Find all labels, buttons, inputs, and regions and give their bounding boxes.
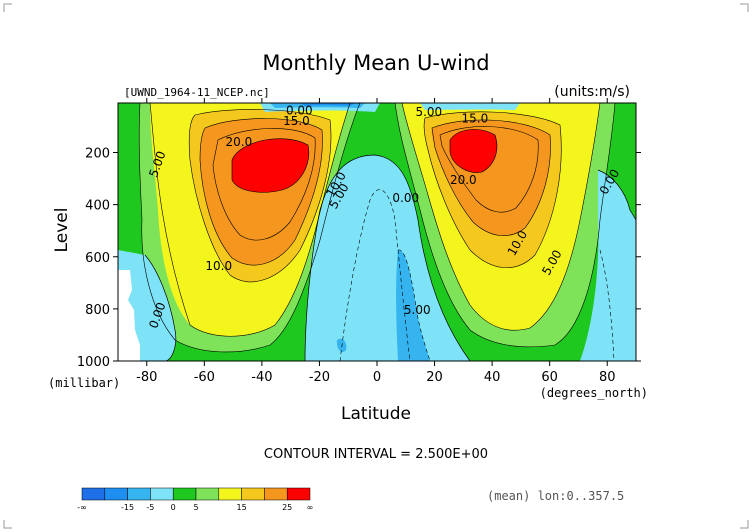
contour-label: 15.0 bbox=[461, 112, 488, 126]
x-tick-label: 0 bbox=[373, 370, 381, 385]
colorbar: -∞ -15 -5 0 5 15 25 ∞ bbox=[77, 487, 314, 512]
x-tick-label: 80 bbox=[599, 370, 616, 385]
contour-label: 5.00 bbox=[404, 303, 431, 317]
x-tick-label: -20 bbox=[309, 370, 330, 385]
contour-label: 15.0 bbox=[283, 114, 310, 128]
contour-interval-text: CONTOUR INTERVAL = 2.500E+00 bbox=[264, 447, 488, 462]
contour-label: 20.0 bbox=[226, 135, 253, 149]
contour-label: 0.00 bbox=[392, 191, 419, 205]
colorbar-label: -15 bbox=[121, 503, 134, 512]
colorbar-label: 0 bbox=[171, 503, 176, 512]
easterly-band-neg5 bbox=[300, 103, 355, 106]
y-tick-label: 1000 bbox=[77, 355, 110, 370]
x-tick-label: 20 bbox=[426, 370, 443, 385]
colorbar-label: -∞ bbox=[77, 503, 87, 512]
colorbar-label: 5 bbox=[193, 503, 198, 512]
colorbar-label: 25 bbox=[282, 503, 292, 512]
chart-title: Monthly Mean U-wind bbox=[262, 51, 489, 75]
colorbar-label: 15 bbox=[237, 503, 247, 512]
y-tick-label: 600 bbox=[85, 251, 110, 266]
x-tick-label: -60 bbox=[194, 370, 215, 385]
easterly-band-0 bbox=[305, 155, 470, 361]
colorbar-label: -5 bbox=[146, 503, 154, 512]
x-tick-label: -80 bbox=[136, 370, 157, 385]
colorbar-swatch bbox=[172, 487, 197, 501]
easterly-band-neg5 bbox=[396, 249, 430, 361]
y-tick-label: 200 bbox=[85, 147, 110, 162]
y-tick-label: 800 bbox=[85, 303, 110, 318]
colorbar-swatch bbox=[286, 487, 311, 501]
x-axis-units: (degrees_north) bbox=[540, 386, 648, 400]
x-axis: -80 -60 -40 -20 0 20 40 60 80 bbox=[136, 98, 615, 385]
contour-label: 0.00 bbox=[286, 104, 313, 118]
colorbar-swatch bbox=[127, 487, 151, 501]
x-tick-label: 40 bbox=[484, 370, 501, 385]
contour-plot bbox=[118, 103, 636, 361]
y-axis: 200 400 600 800 1000 bbox=[77, 147, 641, 370]
x-axis-title: Latitude bbox=[341, 404, 411, 424]
mean-text: (mean) lon:0..357.5 bbox=[487, 489, 624, 503]
y-tick-label: 400 bbox=[85, 199, 110, 214]
negative-contours bbox=[339, 189, 615, 361]
contour-label: 20.0 bbox=[450, 173, 477, 187]
units-label: (units:m/s) bbox=[554, 84, 630, 100]
jet-core-south bbox=[232, 138, 309, 193]
zero-contours bbox=[144, 154, 636, 361]
x-tick-label: -40 bbox=[251, 370, 272, 385]
colorbar-swatch bbox=[195, 487, 220, 501]
missing-data-region bbox=[118, 270, 140, 361]
colorbar-swatch bbox=[81, 487, 106, 501]
x-tick-label: 60 bbox=[541, 370, 558, 385]
colorbar-swatch bbox=[264, 487, 288, 501]
colorbar-swatch bbox=[104, 487, 128, 501]
corner-marks bbox=[3, 3, 749, 529]
easterly-band-neg5 bbox=[336, 338, 347, 352]
y-axis-title: Level bbox=[52, 208, 72, 253]
jet-core-north bbox=[450, 129, 497, 173]
colorbar-label: ∞ bbox=[307, 503, 314, 512]
easterly-band-0 bbox=[580, 170, 636, 361]
colorbar-swatch bbox=[218, 487, 242, 501]
y-axis-units: (millibar) bbox=[48, 376, 120, 390]
easterly-band-0 bbox=[420, 103, 520, 110]
dataset-label: [UWND_1964-11_NCEP.nc] bbox=[124, 86, 270, 99]
colorbar-swatch bbox=[241, 487, 265, 501]
colorbar-swatch bbox=[150, 487, 174, 501]
contour-label: 10.0 bbox=[205, 259, 232, 273]
contour-label: 5.00 bbox=[415, 105, 442, 119]
